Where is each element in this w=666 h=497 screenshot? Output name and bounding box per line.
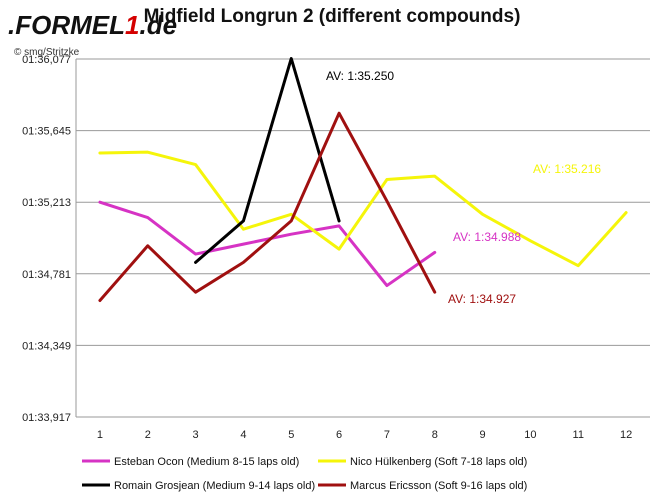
average-annotation: AV: 1:34.927 [448, 292, 516, 306]
logo-main-text: .FORMEL [8, 10, 125, 40]
legend-label: Romain Grosjean (Medium 9-14 laps old) [114, 480, 315, 492]
x-axis: 1 2 3 4 5 6 7 8 9 10 11 12 [97, 429, 632, 441]
legend: Esteban Ocon (Medium 8-15 laps old) Nico … [82, 456, 527, 492]
y-tick-label: 01:35,213 [22, 197, 71, 209]
y-tick-label: 01:34,349 [22, 340, 71, 352]
x-tick-label: 10 [524, 429, 536, 441]
average-annotation: AV: 1:35.216 [533, 162, 601, 176]
series-lines [98, 57, 628, 302]
x-tick-label: 9 [480, 429, 486, 441]
average-annotation: AV: 1:35.250 [326, 69, 394, 83]
svg-text:.FORMEL1.de: .FORMEL1.de [8, 10, 177, 40]
gridlines [76, 58, 650, 418]
y-tick-label: 01:34,781 [22, 269, 71, 281]
x-tick-label: 11 [573, 429, 584, 441]
y-axis: 01:33,917 01:34,349 01:34,781 01:35,213 01:3… [22, 54, 77, 424]
x-tick-label: 4 [240, 429, 246, 441]
y-tick-label: 01:36,077 [22, 54, 71, 66]
x-tick-label: 3 [193, 429, 199, 441]
x-tick-label: 12 [620, 429, 632, 441]
series-line-3 [194, 57, 341, 264]
x-tick-label: 7 [384, 429, 390, 441]
legend-label: Marcus Ericsson (Soft 9-16 laps old) [350, 480, 527, 492]
legend-label: Nico Hülkenberg (Soft 7-18 laps old) [350, 456, 527, 468]
formel1-logo: .FORMEL1.de [8, 10, 177, 40]
x-tick-label: 6 [336, 429, 342, 441]
series-line-4 [98, 111, 437, 302]
copyright-text: © smg/Stritzke [14, 47, 80, 58]
x-tick-label: 1 [97, 429, 103, 441]
x-tick-label: 5 [288, 429, 294, 441]
annotations: AV: 1:34.988 AV: 1:35.216 AV: 1:35.250 AV: … [326, 69, 601, 306]
x-tick-label: 8 [432, 429, 438, 441]
legend-label: Esteban Ocon (Medium 8-15 laps old) [114, 456, 299, 468]
x-tick-label: 2 [145, 429, 151, 441]
series-line-1 [98, 200, 437, 288]
logo-one-text: 1 [125, 10, 139, 40]
average-annotation: AV: 1:34.988 [453, 230, 521, 244]
y-tick-label: 01:35,645 [22, 126, 71, 138]
y-tick-label: 01:33,917 [22, 412, 71, 424]
series-line-2 [98, 150, 628, 268]
logo-suffix-text: .de [139, 10, 177, 40]
chart-title: Midfield Longrun 2 (different compounds) [144, 6, 521, 27]
